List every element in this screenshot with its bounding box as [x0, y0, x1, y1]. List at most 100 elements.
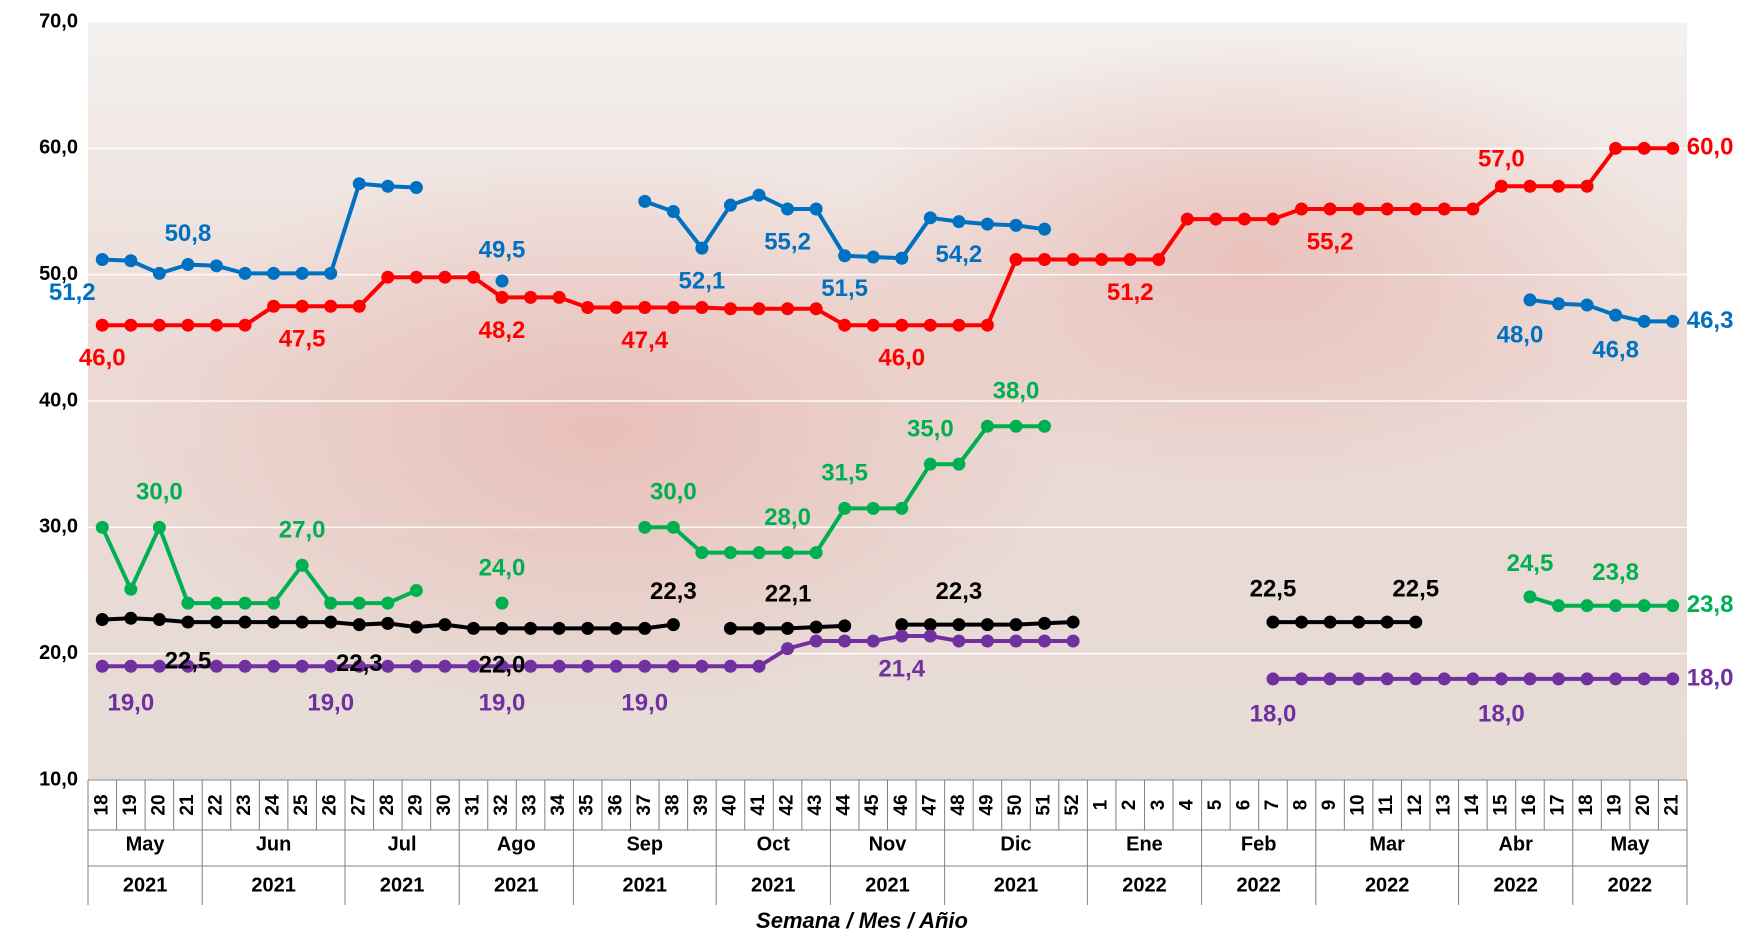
data-point [1380, 672, 1394, 686]
data-point [209, 596, 223, 610]
data-point [124, 582, 138, 596]
data-point [381, 270, 395, 284]
data-point [809, 202, 823, 216]
data-label: 22,0 [479, 652, 526, 679]
data-point [980, 634, 994, 648]
x-tick-label: 48 [948, 794, 969, 815]
data-point [152, 520, 166, 534]
data-point [1095, 253, 1109, 267]
data-point [352, 299, 366, 313]
data-point [781, 621, 795, 635]
data-label: 49,5 [479, 236, 526, 263]
data-label: 51,2 [49, 279, 96, 306]
data-point [409, 659, 423, 673]
data-point [980, 618, 994, 632]
data-point [695, 301, 709, 315]
x-axis-title: Semana / Mes / Añio [756, 908, 968, 933]
x-tick-label: 28 [377, 794, 398, 815]
x-tick-label: 31 [462, 794, 483, 816]
x-tick-label: 17 [1548, 794, 1569, 815]
data-label: 55,2 [764, 228, 811, 255]
data-point [495, 290, 509, 304]
x-tick-label: 34 [548, 794, 569, 816]
year-label: 2022 [1236, 874, 1281, 896]
data-point [952, 457, 966, 471]
data-point [152, 659, 166, 673]
data-point [495, 621, 509, 635]
data-point [695, 546, 709, 560]
data-point [1666, 141, 1680, 155]
x-tick-label: 25 [291, 794, 312, 816]
month-label: Ago [497, 833, 536, 855]
x-tick-label: 7 [1262, 800, 1283, 811]
data-point [1523, 293, 1537, 307]
data-point [181, 615, 195, 629]
data-point [1637, 141, 1651, 155]
data-point [752, 302, 766, 316]
data-point [1409, 672, 1423, 686]
data-point [838, 249, 852, 263]
x-tick-label: 21 [1662, 794, 1683, 816]
data-point [809, 634, 823, 648]
data-label: 46,3 [1687, 307, 1734, 334]
data-point [438, 618, 452, 632]
data-point [1323, 202, 1337, 216]
y-tick-label: 10,0 [39, 768, 78, 790]
data-point [1609, 672, 1623, 686]
data-point [1009, 253, 1023, 267]
data-point [324, 615, 338, 629]
x-tick-label: 33 [520, 794, 541, 815]
data-point [980, 419, 994, 433]
data-point [723, 302, 737, 316]
data-point [1666, 599, 1680, 613]
data-label: 60,0 [1687, 134, 1734, 161]
data-point [1666, 314, 1680, 328]
data-label: 55,2 [1307, 228, 1354, 255]
data-point [609, 659, 623, 673]
data-point [95, 520, 109, 534]
data-point [1009, 419, 1023, 433]
data-point [952, 318, 966, 332]
data-point [295, 558, 309, 572]
data-point [638, 621, 652, 635]
data-point [1494, 179, 1508, 193]
data-point [1352, 615, 1366, 629]
data-point [152, 613, 166, 627]
data-point [723, 621, 737, 635]
data-label: 19,0 [621, 690, 668, 717]
data-point [1637, 672, 1651, 686]
x-tick-label: 1 [1091, 799, 1112, 810]
data-point [781, 642, 795, 656]
data-label: 47,4 [621, 327, 668, 354]
y-tick-label: 40,0 [39, 389, 78, 411]
data-point [1038, 419, 1052, 433]
data-point [438, 659, 452, 673]
x-tick-label: 24 [263, 794, 284, 816]
data-label: 46,8 [1592, 336, 1639, 363]
data-point [1066, 253, 1080, 267]
data-label: 54,2 [936, 241, 983, 268]
data-point [695, 659, 709, 673]
data-point [409, 270, 423, 284]
year-label: 2021 [994, 874, 1039, 896]
month-label: May [126, 833, 166, 855]
data-point [809, 620, 823, 634]
x-tick-label: 3 [1148, 800, 1169, 811]
data-point [1637, 599, 1651, 613]
data-point [124, 254, 138, 268]
y-tick-label: 50,0 [39, 263, 78, 285]
data-point [267, 659, 281, 673]
x-tick-label: 23 [234, 794, 255, 815]
data-point [324, 596, 338, 610]
data-point [1609, 599, 1623, 613]
data-point [1066, 634, 1080, 648]
data-point [1123, 253, 1137, 267]
data-point [923, 618, 937, 632]
year-label: 2022 [1122, 874, 1167, 896]
x-tick-label: 50 [1005, 794, 1026, 815]
data-point [1380, 202, 1394, 216]
data-point [1066, 615, 1080, 629]
data-point [638, 194, 652, 208]
x-tick-label: 13 [1433, 794, 1454, 815]
data-label: 30,0 [650, 479, 697, 506]
